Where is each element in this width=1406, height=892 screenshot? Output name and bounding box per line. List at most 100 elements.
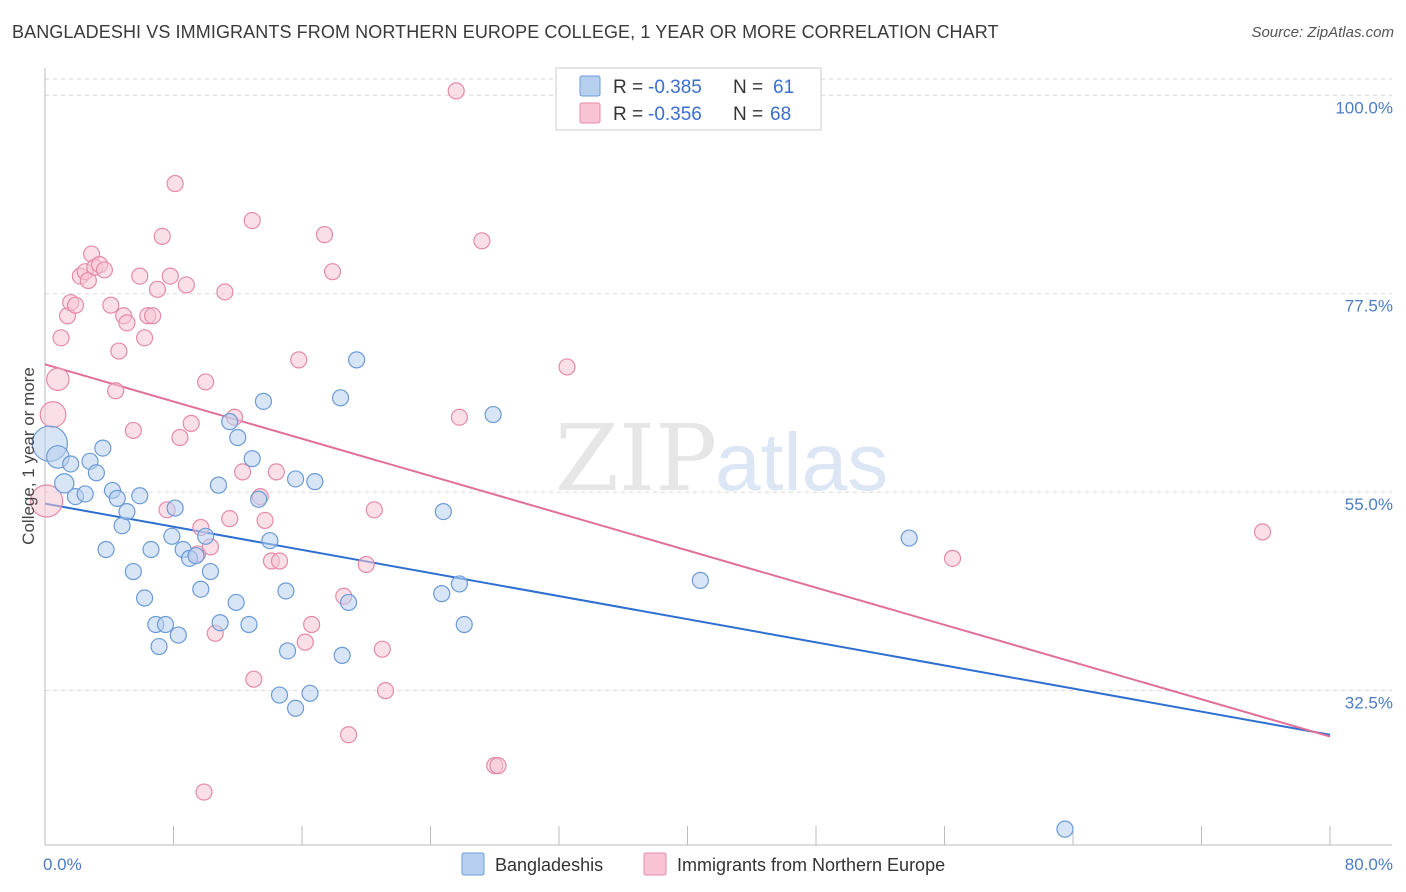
- point-bangladeshis: [278, 642, 297, 660]
- trend-line-bangladeshis: [44, 502, 1331, 736]
- point-bangladeshis: [900, 529, 918, 547]
- point-bangladeshis: [97, 540, 115, 559]
- point-bangladeshis: [62, 455, 80, 473]
- legend-r-value-2: -0.356: [648, 104, 702, 125]
- point-northern-europe: [153, 227, 171, 246]
- point-bangladeshis: [211, 614, 229, 632]
- point-bangladeshis: [163, 527, 181, 545]
- point-northern-europe: [256, 511, 274, 530]
- point-northern-europe: [1253, 523, 1272, 541]
- legend-n-label-1: N =: [733, 77, 763, 98]
- y-tick-label: 32.5%: [1345, 694, 1393, 713]
- grid-layer: [45, 78, 1392, 692]
- point-northern-europe: [39, 401, 67, 428]
- point-bangladeshis: [192, 580, 210, 598]
- bottom-legend: Bangladeshis Immigrants from Northern Eu…: [461, 852, 945, 876]
- point-bangladeshis: [169, 626, 187, 644]
- point-northern-europe: [245, 670, 263, 688]
- point-northern-europe: [30, 484, 64, 518]
- point-bangladeshis: [150, 637, 168, 656]
- watermark-atlas: atlas: [715, 417, 888, 508]
- point-bangladeshis: [166, 499, 184, 517]
- ticks-layer: 100.0% 77.5% 55.0% 32.5% 0.0% 80.0%: [43, 98, 1393, 874]
- bottom-legend-swatch-blue: [461, 852, 485, 876]
- point-bangladeshis: [118, 502, 136, 521]
- point-northern-europe: [270, 552, 289, 570]
- legend-swatch-blue: [579, 75, 601, 97]
- point-bangladeshis: [455, 615, 473, 634]
- point-bangladeshis: [197, 527, 215, 545]
- legend-n-label-2: N =: [733, 104, 763, 125]
- chart-source: Source: ZipAtlas.com: [1251, 24, 1394, 41]
- point-bangladeshis: [229, 428, 247, 447]
- y-axis-label: College, 1 year or more: [19, 367, 38, 545]
- legend-r-label-2: R =: [613, 104, 643, 125]
- point-northern-europe: [46, 367, 70, 392]
- point-northern-europe: [450, 408, 469, 426]
- point-northern-europe: [243, 211, 261, 230]
- point-bangladeshis: [108, 489, 126, 507]
- point-northern-europe: [135, 329, 154, 347]
- point-bangladeshis: [250, 490, 268, 508]
- watermark-zip: ZIP: [555, 405, 717, 512]
- trend-line-northern-europe: [44, 363, 1331, 738]
- top-legend: R = -0.385 N = 61 R = -0.356 N = 68: [555, 67, 822, 131]
- point-bangladeshis: [348, 351, 366, 369]
- point-northern-europe: [290, 351, 308, 369]
- point-bangladeshis: [142, 540, 160, 559]
- legend-swatch-pink: [579, 102, 601, 124]
- legend-r-value-1: -0.385: [648, 77, 702, 98]
- watermark: ZIP atlas: [555, 405, 888, 512]
- point-bangladeshis: [286, 699, 305, 717]
- point-bangladeshis: [331, 389, 350, 407]
- bottom-legend-swatch-pink: [643, 852, 667, 876]
- trend-layer: [44, 363, 1331, 738]
- y-tick-label: 55.0%: [1345, 495, 1393, 514]
- points-layer: [30, 82, 1272, 838]
- point-northern-europe: [118, 314, 136, 332]
- point-bangladeshis: [76, 485, 94, 503]
- point-northern-europe: [221, 510, 239, 528]
- point-northern-europe: [182, 414, 200, 432]
- point-bangladeshis: [243, 450, 261, 468]
- bottom-legend-label-1: Bangladeshis: [495, 855, 603, 875]
- point-bangladeshis: [433, 585, 451, 603]
- point-northern-europe: [197, 373, 215, 391]
- point-northern-europe: [489, 757, 507, 775]
- point-bangladeshis: [306, 473, 324, 491]
- point-northern-europe: [124, 421, 142, 440]
- point-northern-europe: [107, 382, 125, 400]
- point-bangladeshis: [254, 392, 273, 410]
- point-northern-europe: [296, 633, 314, 651]
- point-northern-europe: [216, 283, 234, 301]
- point-bangladeshis: [227, 593, 245, 612]
- y-tick-label: 77.5%: [1345, 297, 1393, 316]
- point-bangladeshis: [277, 582, 295, 600]
- point-northern-europe: [303, 615, 321, 634]
- point-bangladeshis: [124, 562, 142, 581]
- point-northern-europe: [66, 296, 85, 314]
- point-northern-europe: [102, 296, 120, 314]
- bottom-legend-label-2: Immigrants from Northern Europe: [677, 855, 945, 875]
- point-northern-europe: [166, 174, 184, 193]
- point-bangladeshis: [240, 615, 258, 634]
- x-tick-label-min: 0.0%: [43, 855, 82, 874]
- point-northern-europe: [177, 276, 195, 294]
- point-bangladeshis: [1056, 820, 1074, 838]
- point-bangladeshis: [301, 684, 319, 702]
- point-bangladeshis: [54, 473, 75, 494]
- x-tick-label-max: 80.0%: [1345, 855, 1393, 874]
- point-bangladeshis: [333, 646, 351, 664]
- y-tick-label: 100.0%: [1335, 98, 1393, 117]
- point-northern-europe: [943, 549, 962, 567]
- point-northern-europe: [52, 329, 70, 347]
- point-bangladeshis: [201, 562, 220, 581]
- legend-r-label-1: R =: [613, 77, 643, 98]
- point-bangladeshis: [339, 593, 358, 612]
- point-bangladeshis: [434, 502, 452, 521]
- point-northern-europe: [373, 640, 391, 658]
- point-northern-europe: [357, 555, 375, 574]
- point-northern-europe: [365, 501, 383, 519]
- point-bangladeshis: [156, 615, 175, 634]
